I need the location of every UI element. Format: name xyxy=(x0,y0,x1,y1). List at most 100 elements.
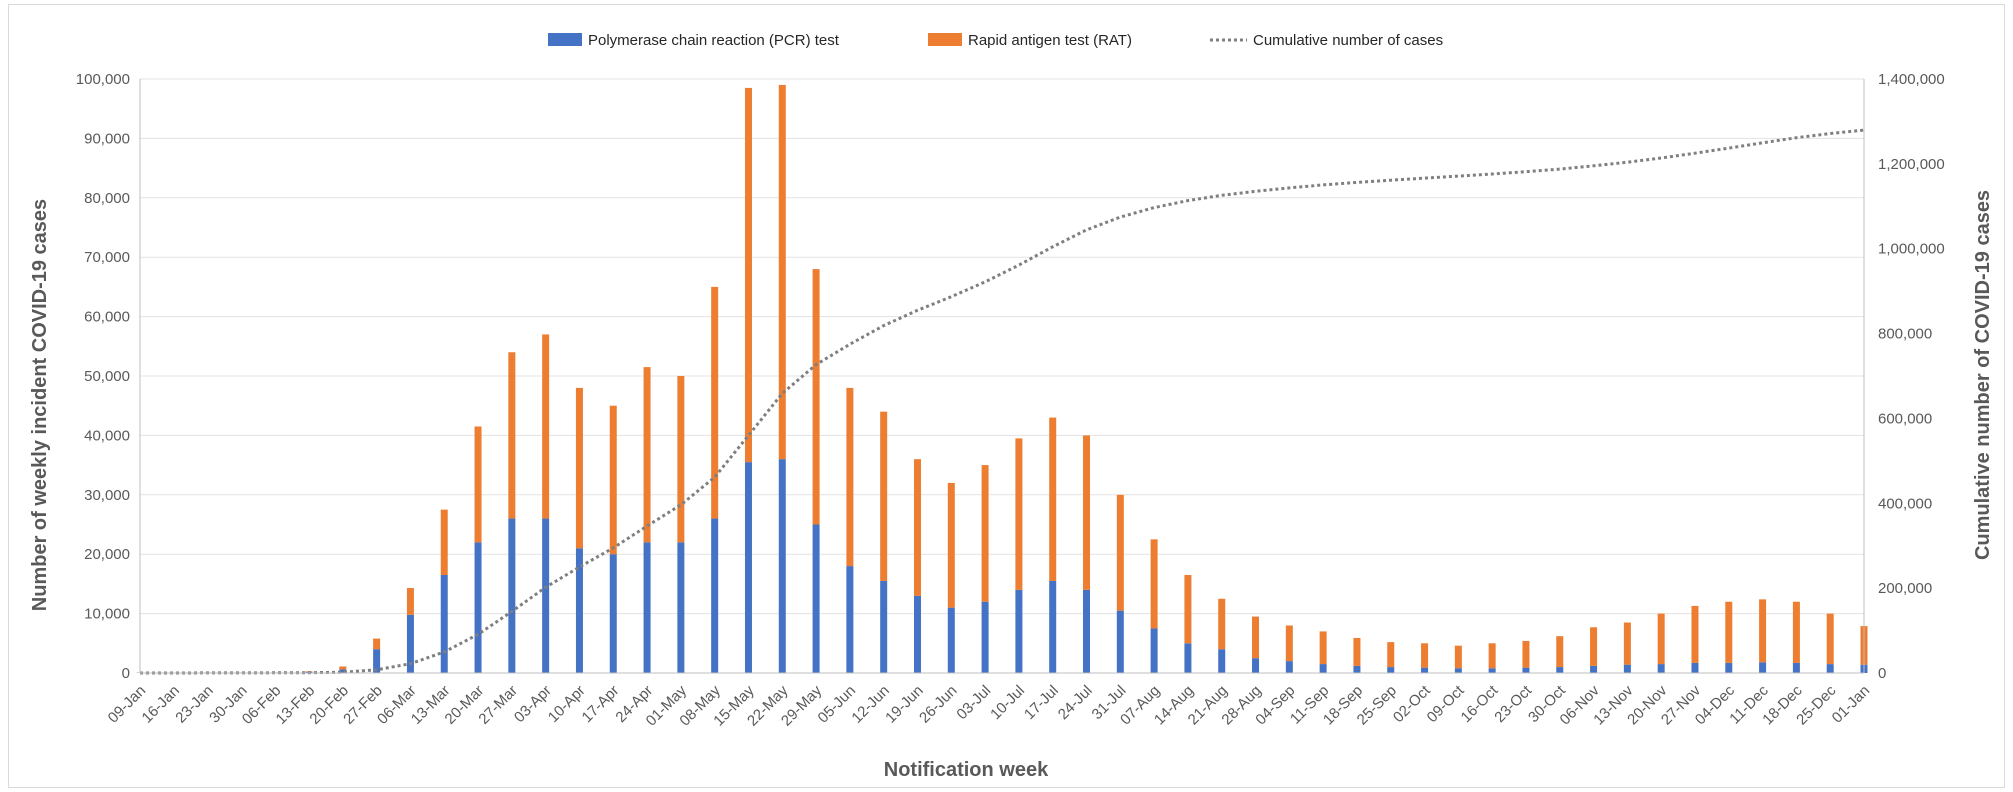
bar-rat xyxy=(981,465,989,602)
bar-rat xyxy=(1590,627,1598,666)
bar-rat xyxy=(947,482,955,608)
bar-pcr xyxy=(947,607,955,673)
bar-rat xyxy=(711,286,719,519)
bar-rat xyxy=(1488,643,1496,669)
bar-pcr xyxy=(609,554,617,673)
cumulative-line xyxy=(140,128,1865,675)
x-tick-label: 17-Jul xyxy=(1021,682,1062,723)
bar-pcr xyxy=(913,595,921,673)
bar-rat xyxy=(508,352,516,519)
y-tick-label: 0 xyxy=(122,665,130,682)
y-tick-label: 90,000 xyxy=(84,130,130,147)
bar-pcr xyxy=(1184,643,1192,673)
bar-pcr xyxy=(1691,662,1699,673)
bar-pcr xyxy=(339,669,347,673)
bar-pcr xyxy=(406,614,414,673)
bar-rat xyxy=(1150,539,1158,629)
bar-rat xyxy=(1083,435,1091,590)
y2-tick-label: 1,200,000 xyxy=(1878,156,1945,173)
bar-pcr xyxy=(1590,665,1598,673)
bar-pcr xyxy=(1792,662,1800,673)
y-tick-label: 20,000 xyxy=(84,546,130,563)
bar-pcr xyxy=(880,580,888,673)
bar-rat xyxy=(575,387,583,549)
bar-pcr xyxy=(1556,667,1564,673)
y-tick-label: 100,000 xyxy=(76,71,130,88)
bar-pcr xyxy=(981,601,989,673)
bar-pcr xyxy=(1252,658,1260,673)
bar-pcr xyxy=(1015,589,1023,673)
bar-rat xyxy=(1759,599,1767,663)
bar-pcr xyxy=(1488,668,1496,673)
y2-tick-label: 200,000 xyxy=(1878,580,1932,597)
bar-rat xyxy=(1285,625,1293,662)
legend-swatch-rat xyxy=(928,33,962,46)
bar-rat xyxy=(1218,598,1226,650)
bar-pcr xyxy=(1116,610,1124,673)
bar-rat xyxy=(1826,613,1834,665)
bar-pcr xyxy=(846,566,854,673)
bar-pcr xyxy=(812,524,820,673)
x-axis-title: Notification week xyxy=(884,759,1049,781)
bar-rat xyxy=(1252,616,1260,659)
x-tick-label: 03-Jul xyxy=(953,682,994,723)
x-tick-label: 10-Apr xyxy=(545,682,589,726)
bar-rat xyxy=(1522,640,1530,668)
x-tick-label: 17-Apr xyxy=(579,682,623,726)
y2-tick-label: 1,000,000 xyxy=(1878,241,1945,258)
y-axis-title: Number of weekly incident COVID-19 cases xyxy=(29,199,51,611)
legend-label-pcr: Polymerase chain reaction (PCR) test xyxy=(588,32,840,49)
x-tick-label: 03-Apr xyxy=(511,682,555,726)
bar-rat xyxy=(1353,637,1361,666)
y2-tick-label: 600,000 xyxy=(1878,410,1932,427)
cumulative-line-series xyxy=(140,128,1865,675)
bar-rat xyxy=(1015,438,1023,590)
y-tick-label: 70,000 xyxy=(84,249,130,266)
bar-rat xyxy=(812,269,820,525)
x-tick-label: 01-Jan xyxy=(1829,682,1873,726)
bar-rat xyxy=(474,426,482,543)
left-axis-ticks: 0 10,000 20,000 30,000 40,000 50,000 60,000 70,… xyxy=(76,71,130,682)
bar-rat xyxy=(1556,636,1564,668)
bar-rat xyxy=(1623,622,1631,665)
bar-rat xyxy=(1792,601,1800,663)
y-tick-label: 40,000 xyxy=(84,427,130,444)
y2-axis-title: Cumulative number of COVID-19 cases xyxy=(1972,190,1994,560)
bar-rat xyxy=(778,84,786,460)
bar-pcr xyxy=(1725,662,1733,673)
bar-pcr xyxy=(440,574,448,673)
legend-swatch-pcr xyxy=(548,33,582,46)
bar-pcr xyxy=(1657,664,1665,673)
bar-series xyxy=(136,84,1868,673)
bar-pcr xyxy=(1623,664,1631,673)
bar-pcr xyxy=(1150,628,1158,673)
bar-pcr xyxy=(1454,668,1462,673)
x-axis-ticks: 09-Jan16-Jan23-Jan30-Jan06-Feb13-Feb20-F… xyxy=(105,682,1873,730)
bar-pcr xyxy=(744,462,752,673)
bar-rat xyxy=(1049,417,1057,581)
bar-pcr xyxy=(643,542,651,673)
bar-rat xyxy=(846,387,854,567)
y2-tick-label: 800,000 xyxy=(1878,326,1932,343)
bar-pcr xyxy=(508,518,516,673)
bar-pcr xyxy=(677,542,685,673)
bar-pcr xyxy=(1285,661,1293,673)
bar-pcr xyxy=(778,459,786,673)
bar-pcr xyxy=(542,518,550,673)
bar-rat xyxy=(880,411,888,581)
bar-rat xyxy=(913,459,921,596)
bar-rat xyxy=(1184,574,1192,644)
y-tick-label: 10,000 xyxy=(84,606,130,623)
x-tick-label: 26-Jun xyxy=(916,682,960,726)
bar-rat xyxy=(1691,605,1699,663)
bar-pcr xyxy=(1759,662,1767,673)
bar-pcr xyxy=(575,548,583,673)
x-tick-label: 24-Jul xyxy=(1055,682,1096,723)
bar-pcr xyxy=(1826,664,1834,673)
bar-rat xyxy=(643,367,651,543)
bar-pcr xyxy=(373,649,381,673)
bar-pcr xyxy=(1049,580,1057,673)
bar-rat xyxy=(1725,601,1733,663)
bar-pcr xyxy=(1421,667,1429,673)
